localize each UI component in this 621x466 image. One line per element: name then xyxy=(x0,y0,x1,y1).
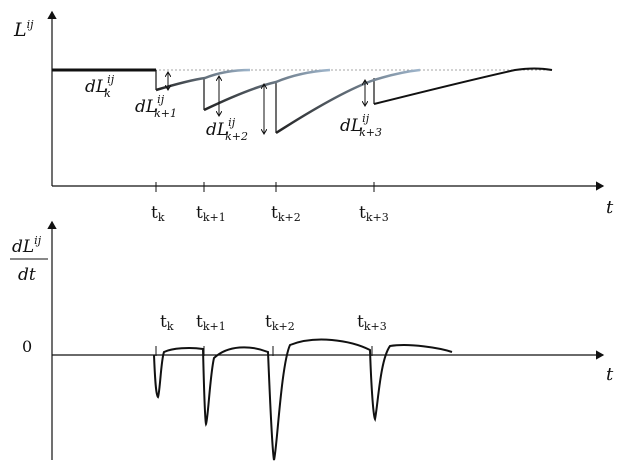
top-x-label: t xyxy=(606,197,614,218)
top-tick-label-k2: tk+2 xyxy=(271,203,301,224)
drop-label-k2: dLij k+2 xyxy=(206,116,248,143)
top-tick-label-k1: tk+1 xyxy=(196,203,226,224)
recovery-curve-k3 xyxy=(373,67,553,105)
top-tick-label-k3: tk+3 xyxy=(359,203,389,224)
bottom-tick-label-k1: tk+1 xyxy=(196,312,226,333)
drop-label-k1: dLij k+1 xyxy=(135,93,177,120)
top-plot: Lij t tk tk+1 tk+2 tk+3 dLij k dLij k+1 dL… xyxy=(13,10,614,224)
bottom-y-label-denominator: dt xyxy=(18,265,36,285)
bottom-x-label: t xyxy=(606,364,614,385)
recovery-curve-k2 xyxy=(275,68,421,135)
bottom-tick-label-k: tk xyxy=(160,312,174,333)
drop-label-k: dLij k xyxy=(85,73,115,100)
top-tick-label-k: tk xyxy=(151,203,165,224)
bottom-y-label-numerator: dLij xyxy=(12,234,42,257)
bottom-tick-label-k2: tk+2 xyxy=(265,312,295,333)
bottom-plot: dLij dt 0 t tk tk+1 tk+2 tk+3 xyxy=(10,220,614,461)
zero-label: 0 xyxy=(22,337,32,356)
bottom-tick-label-k3: tk+3 xyxy=(357,312,387,333)
recovery-curve-k1 xyxy=(203,68,331,112)
derivative-curve xyxy=(153,338,453,461)
top-y-label: Lij xyxy=(13,18,34,41)
recovery-curve-k xyxy=(155,68,251,92)
drop-label-k3: dLij k+3 xyxy=(340,112,382,139)
